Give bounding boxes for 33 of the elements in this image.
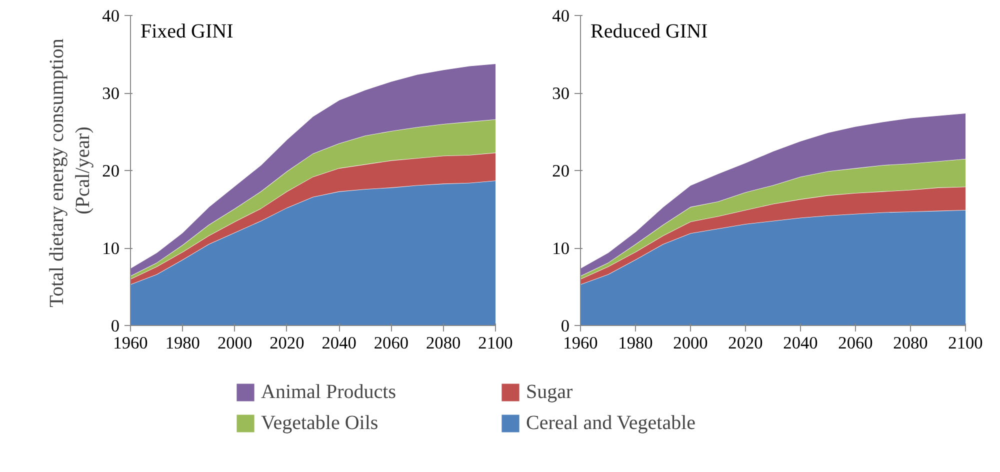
x-tick-label: 1960 — [113, 334, 148, 352]
x-tick-label: 2020 — [728, 334, 763, 352]
legend-label: Cereal and Vegetable — [526, 412, 697, 434]
legend-label: Animal Products — [261, 380, 397, 404]
x-tick-label: 1980 — [618, 334, 653, 352]
x-tick-label: 2060 — [838, 334, 873, 352]
x-tick-label: 2000 — [673, 334, 708, 352]
x-tick-label: 2080 — [893, 334, 928, 352]
x-tick-label: 2020 — [270, 334, 304, 352]
y-tick-label: 0 — [560, 316, 570, 336]
y-tick-label: 0 — [110, 316, 120, 336]
x-tick-label: 2040 — [783, 334, 818, 352]
legend-label: Sugar — [526, 380, 574, 404]
x-tick-label: 2080 — [426, 334, 461, 352]
y-tick-label: 40 — [552, 6, 570, 26]
x-tick-label: 2000 — [217, 334, 252, 352]
chart-title: Fixed GINI — [140, 20, 234, 42]
x-tick-label: 1960 — [563, 334, 598, 352]
y-tick-label: 20 — [552, 162, 570, 180]
y-tick-label: 30 — [552, 84, 570, 103]
y-tick-label: 10 — [552, 239, 570, 258]
y-tick-label: 30 — [102, 84, 120, 103]
chart-title: Reduced GINI — [590, 20, 708, 42]
legend-label: Vegetable Oils — [261, 412, 380, 434]
x-tick-label: 1980 — [165, 334, 200, 352]
y-tick-label: 20 — [102, 162, 120, 180]
x-tick-label: 2100 — [478, 334, 513, 352]
x-tick-label: 2040 — [322, 334, 356, 352]
y-tick-label: 40 — [102, 6, 120, 26]
y-axis-title: Total dietary energy consumption (Pcal/year) — [46, 38, 94, 308]
x-tick-label: 2060 — [374, 334, 409, 352]
y-tick-label: 10 — [102, 239, 120, 258]
x-tick-label: 2100 — [948, 334, 983, 352]
